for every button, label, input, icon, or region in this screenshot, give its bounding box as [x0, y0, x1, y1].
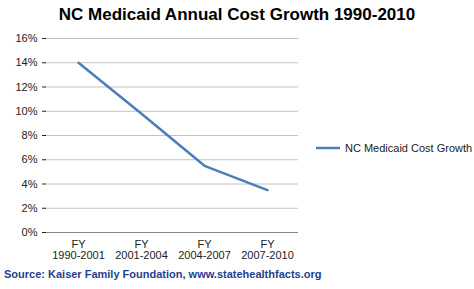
svg-text:FY2007-2010: FY2007-2010	[241, 238, 294, 261]
svg-text:0%: 0%	[22, 226, 38, 238]
svg-text:16%: 16%	[15, 32, 37, 44]
html-text:NC Medicaid Cost Growth: NC Medicaid Cost Growth	[345, 142, 473, 154]
svg-text:14%: 14%	[15, 56, 37, 68]
html-text:NC Medicaid Annual Cost Growth: NC Medicaid Annual Cost Growth 1990-2010	[58, 5, 416, 24]
svg-text:4%: 4%	[22, 178, 38, 190]
svg-text:8%: 8%	[22, 129, 38, 141]
svg-text:FY1990-2001: FY1990-2001	[52, 238, 105, 261]
svg-text:6%: 6%	[22, 153, 38, 165]
html-text:Source: Kaiser Family Foundati: Source: Kaiser Family Foundation, www.st…	[4, 268, 322, 280]
svg-text:12%: 12%	[15, 81, 37, 93]
svg-text:FY2001-2004: FY2001-2004	[115, 238, 168, 261]
svg-text:10%: 10%	[15, 105, 37, 117]
svg-text:FY2004-2007: FY2004-2007	[178, 238, 231, 261]
svg-text:2%: 2%	[22, 202, 38, 214]
